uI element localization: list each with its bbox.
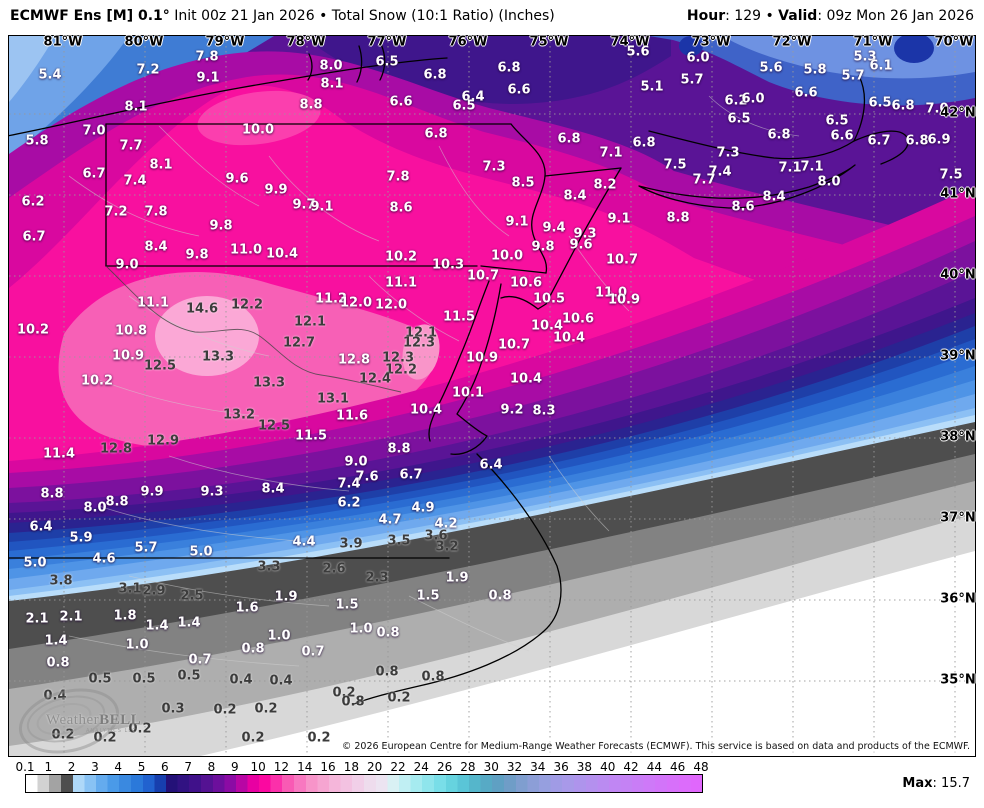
colorbar-tick: 28 — [460, 760, 476, 774]
colorbar-segment — [422, 775, 446, 792]
colorbar-tick: 14 — [297, 760, 313, 774]
colorbar-tick: 2 — [67, 760, 76, 774]
colorbar-segment — [352, 775, 376, 792]
colorbar-tick: 1 — [44, 760, 53, 774]
colorbar-tick: 48 — [693, 760, 709, 774]
colorbar-segment — [119, 775, 143, 792]
colorbar-tick: 46 — [670, 760, 686, 774]
model-name: ECMWF Ens [M] 0.1° — [10, 8, 170, 24]
colorbar-tick: 44 — [646, 760, 663, 774]
map-title: ECMWF Ens [M] 0.1° Init 00z 21 Jan 2026 … — [10, 8, 555, 24]
colorbar-segment — [399, 775, 423, 792]
colorbar-tick: 10 — [250, 760, 266, 774]
colorbar-segment — [562, 775, 586, 792]
colorbar-segment — [445, 775, 469, 792]
colorbar-segment — [492, 775, 516, 792]
colorbar-segment — [49, 775, 73, 792]
colorbar-segment — [165, 775, 190, 792]
colorbar — [25, 774, 703, 793]
colorbar-tick: 30 — [483, 760, 499, 774]
colorbar-segment — [235, 775, 260, 792]
colorbar-segment — [95, 775, 120, 792]
colorbar-tick: 4 — [114, 760, 123, 774]
colorbar-tick: 8 — [207, 760, 216, 774]
colorbar-segment — [212, 775, 236, 792]
colorbar-tick: 16 — [320, 760, 336, 774]
colorbar-segment — [608, 775, 633, 792]
colorbar-segment — [329, 775, 353, 792]
valid-label: Valid — [778, 8, 818, 24]
colorbar-segment — [468, 775, 493, 792]
colorbar-segment — [305, 775, 330, 792]
colorbar-tick: 12 — [273, 760, 290, 774]
colorbar-segment — [632, 775, 656, 792]
colorbar-tick: 22 — [390, 760, 406, 774]
init-and-parameter: Init 00z 21 Jan 2026 • Total Snow (10:1 … — [169, 8, 555, 24]
colorbar-segment — [375, 775, 399, 792]
colorbar-tick: 7 — [184, 760, 192, 774]
colorbar-tick: 5 — [137, 760, 146, 774]
colorbar-tick-labels: 0.1 1 2 3 4 5 6 7 8 9 10 12 14 16 18 20 22 24 26 28 30 32 34 36… — [0, 760, 984, 774]
hour-label: Hour — [686, 8, 726, 24]
hour-value: : 129 • — [725, 8, 779, 24]
colorbar-tick: 20 — [367, 760, 383, 774]
colorbar-segment — [72, 775, 96, 792]
colorbar-segment — [538, 775, 563, 792]
colorbar-tick: 3 — [91, 760, 99, 774]
colorbar-tick: 24 — [413, 760, 429, 774]
colorbar-segment — [585, 775, 609, 792]
legend-footer: 0.1 1 2 3 4 5 6 7 8 9 10 12 14 16 18 20 22 24 26 28 30 32 34 36… — [0, 757, 984, 808]
colorbar-tick: 40 — [600, 760, 616, 774]
colorbar-segment — [655, 775, 679, 792]
colorbar-tick: 9 — [230, 760, 239, 774]
max-value: : 15.7 — [932, 776, 970, 791]
colorbar-segment — [26, 775, 50, 792]
colorbar-tick: 42 — [623, 760, 639, 774]
map-contour-graphic — [9, 36, 975, 756]
colorbar-segment — [515, 775, 539, 792]
colorbar-segment — [282, 775, 306, 792]
colorbar-tick: 26 — [436, 760, 453, 774]
colorbar-tick: 18 — [343, 760, 359, 774]
colorbar-tick: 6 — [161, 760, 169, 774]
colorbar-segment — [142, 775, 166, 792]
forecast-hour-valid: Hour: 129 • Valid: 09z Mon 26 Jan 2026 — [687, 8, 974, 24]
max-value-label: Max: 15.7 — [902, 776, 970, 791]
colorbar-tick: 32 — [506, 760, 523, 774]
colorbar-segment — [259, 775, 283, 792]
colorbar-tick: 36 — [553, 760, 569, 774]
colorbar-tick: 0.1 — [15, 760, 35, 774]
colorbar-segment — [189, 775, 213, 792]
max-label: Max — [902, 776, 933, 791]
forecast-map[interactable] — [8, 35, 976, 757]
header-bar: ECMWF Ens [M] 0.1° Init 00z 21 Jan 2026 … — [0, 0, 984, 34]
colorbar-tick: 38 — [576, 760, 593, 774]
colorbar-tick: 34 — [530, 760, 546, 774]
valid-value: : 09z Mon 26 Jan 2026 — [817, 8, 974, 24]
colorbar-segment — [678, 775, 703, 792]
